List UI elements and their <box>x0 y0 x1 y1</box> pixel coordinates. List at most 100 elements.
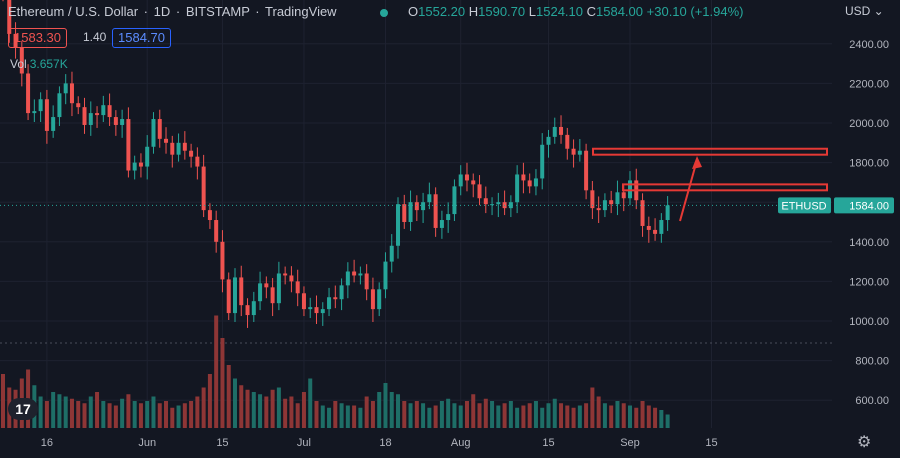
candle-body <box>389 245 394 262</box>
candle-body <box>19 47 24 74</box>
annotations[interactable] <box>592 147 828 222</box>
buy-price-button[interactable]: 1584.70 <box>112 28 171 48</box>
volume-bar <box>226 365 231 428</box>
volume-bar <box>596 396 601 428</box>
grid-lines <box>0 0 832 428</box>
volume-bar <box>464 401 469 428</box>
candle-body <box>596 208 601 211</box>
currency-dropdown[interactable]: USD ⌄ <box>845 4 884 18</box>
volume-bar <box>245 389 250 428</box>
candle-body <box>577 150 582 155</box>
open-value: 1552.20 <box>418 4 466 19</box>
candle-body <box>88 113 93 125</box>
candle-body <box>295 281 300 294</box>
symbol-header[interactable]: Ethereum / U.S. Dollar · 1D · BITSTAMP ·… <box>8 4 337 19</box>
high-value: 1590.70 <box>478 4 526 19</box>
candle-body <box>251 301 256 316</box>
market-status-icon[interactable] <box>380 9 388 17</box>
resistance-zone-lower <box>622 183 828 192</box>
volume-bar <box>615 401 620 428</box>
change-value: +30.10 (+1.94%) <box>646 4 744 19</box>
volume-bar <box>640 401 645 428</box>
x-tick-label: Jul <box>297 437 311 449</box>
x-tick-label: 15 <box>542 437 554 449</box>
candle-body <box>496 202 501 205</box>
volume-bar <box>408 403 413 428</box>
volume-bar <box>76 401 81 428</box>
time-axis[interactable]: 16 Jun 15 Jul 18 Aug 15 Sep 15 <box>41 437 718 449</box>
candle-body <box>120 119 125 125</box>
symbol-name[interactable]: Ethereum / U.S. Dollar <box>8 4 139 19</box>
candle-body <box>584 150 589 191</box>
candle-body <box>414 202 419 211</box>
volume-value: 3.657K <box>29 57 68 71</box>
volume-bar <box>57 394 62 428</box>
candle-body <box>665 205 670 221</box>
candle-body <box>157 119 162 139</box>
candle-body <box>69 83 74 104</box>
candle-body <box>44 99 49 131</box>
volume-bar <box>214 315 219 428</box>
ohlc-readout: O1552.20 H1590.70 L1524.10 C1584.00 +30.… <box>408 4 744 19</box>
candle-body <box>565 134 570 149</box>
tradingview-logo[interactable]: 17 <box>8 398 38 420</box>
x-tick-label: Jun <box>138 437 156 449</box>
y-tick-label: 1800.00 <box>849 158 889 170</box>
volume-legend[interactable]: Vol 3.657K <box>10 57 68 71</box>
volume-bar <box>251 392 256 428</box>
volume-bar <box>176 405 181 428</box>
volume-bar <box>659 410 664 428</box>
volume-bar <box>502 403 507 428</box>
volume-bar <box>345 405 350 428</box>
candle-body <box>483 198 488 205</box>
volume-bar <box>571 407 576 428</box>
volume-bar <box>63 396 68 428</box>
sell-price-button[interactable]: 1583.30 <box>8 28 67 48</box>
volume-bar <box>396 394 401 428</box>
candle-body <box>201 166 206 211</box>
volume-bar <box>527 403 532 428</box>
gear-icon[interactable]: ⚙ <box>857 434 872 451</box>
volume-bar <box>132 401 137 428</box>
spread-value: 1.40 <box>83 30 107 44</box>
candle-body <box>364 273 369 290</box>
candle-body <box>270 287 275 304</box>
resistance-zone-upper <box>592 147 828 156</box>
volume-bar <box>308 378 313 428</box>
volume-bar <box>634 407 639 428</box>
volume-bar <box>665 414 670 428</box>
candle-body <box>515 174 520 203</box>
volume-bar <box>151 396 156 428</box>
symbol-tag-bg <box>778 197 831 214</box>
y-tick-label: 1000.00 <box>849 316 889 328</box>
candle-body <box>314 307 319 314</box>
price-axis[interactable]: 2400.002200.002000.001800.001600.001400.… <box>849 39 889 407</box>
symbol-tag-label: ETHUSD <box>781 200 826 212</box>
candle-body <box>640 200 645 226</box>
candle-body <box>471 180 476 185</box>
volume-bar <box>126 394 131 428</box>
volume-bar <box>377 392 382 428</box>
interval[interactable]: 1D <box>153 4 171 19</box>
volume-bar <box>201 387 206 428</box>
volume-bar <box>471 394 476 428</box>
volume-bar <box>552 398 557 428</box>
candle-body <box>433 194 438 228</box>
candle-body <box>207 210 212 221</box>
volume-bar <box>389 392 394 428</box>
candle-body <box>126 119 131 171</box>
candle-body <box>383 261 388 290</box>
volume-bar <box>314 401 319 428</box>
candle-body <box>76 103 81 108</box>
volume-bar <box>189 401 194 428</box>
candle-body <box>13 33 18 48</box>
volume-bar <box>157 403 162 428</box>
y-tick-label: 1400.00 <box>849 237 889 249</box>
candle-body <box>226 279 231 314</box>
x-tick-label: Sep <box>620 437 640 449</box>
chevron-down-icon: ⌄ <box>870 4 884 18</box>
x-tick-label: Aug <box>451 437 471 449</box>
candle-body <box>339 285 344 300</box>
volume-bar <box>69 398 74 428</box>
